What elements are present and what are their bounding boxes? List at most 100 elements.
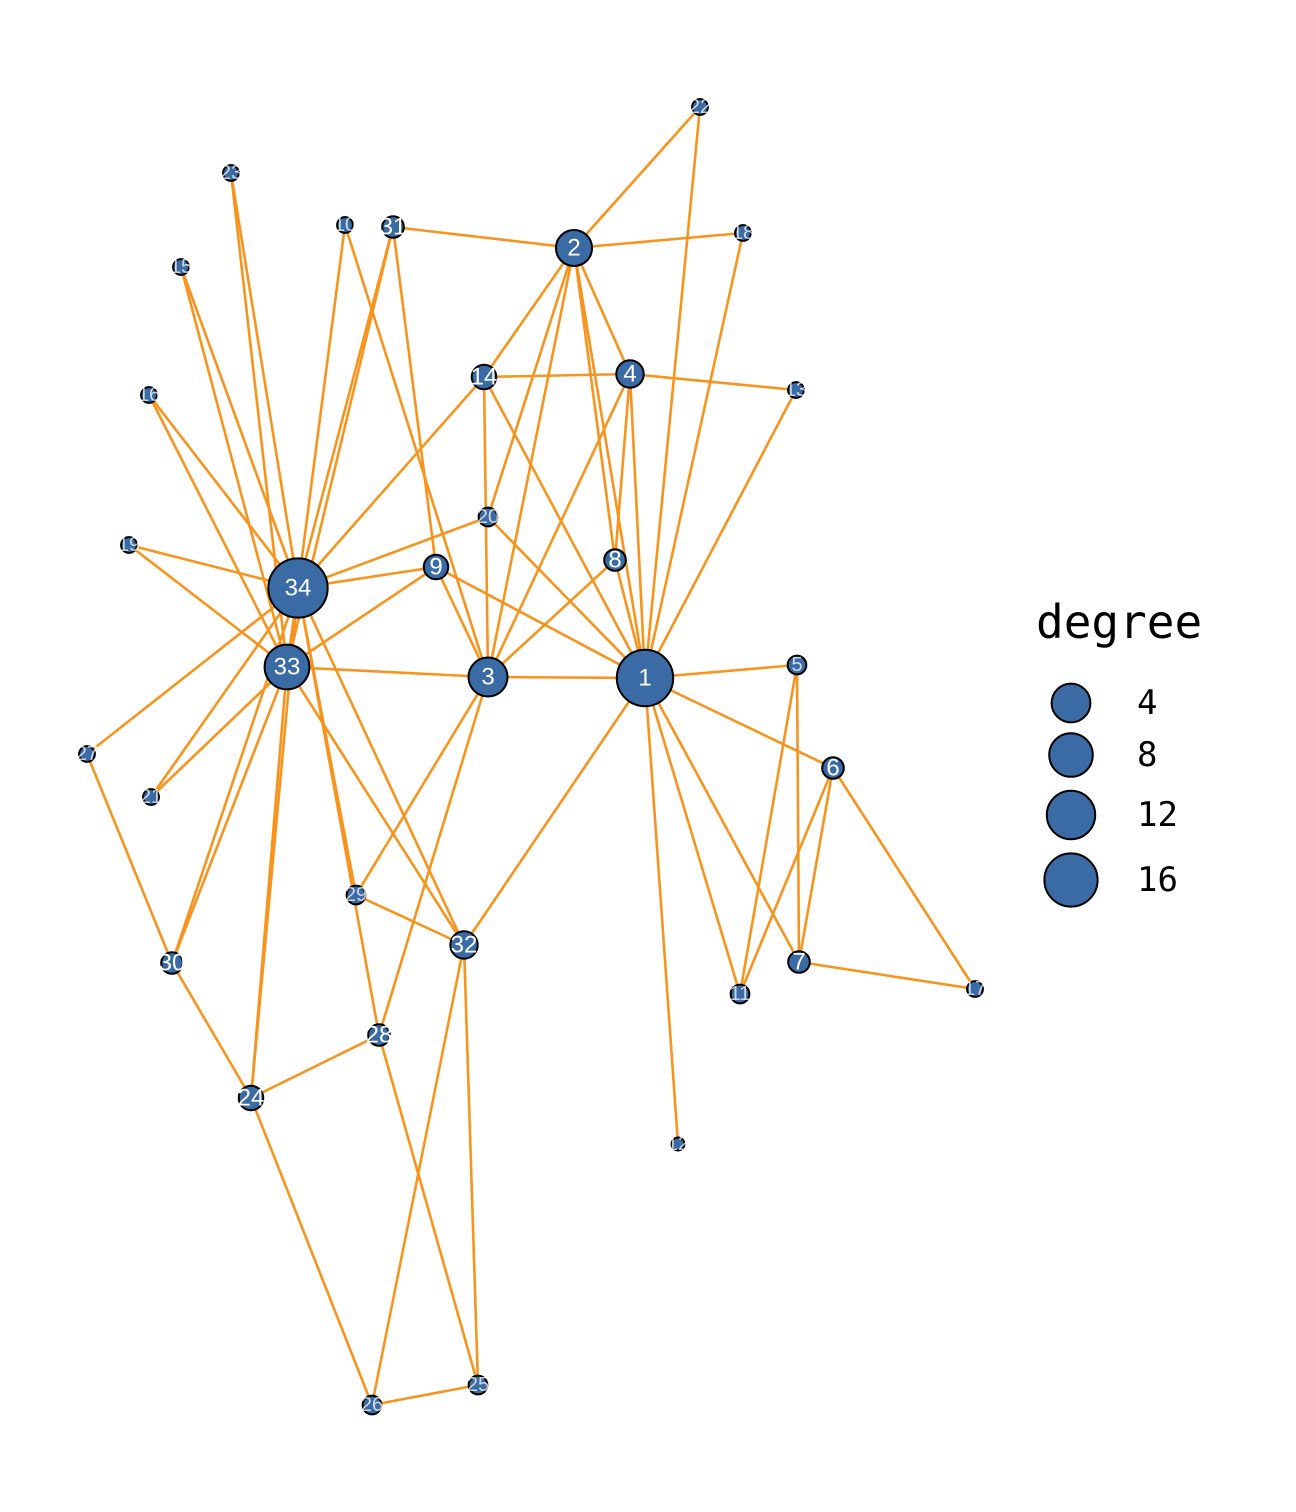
edge-15-34 bbox=[179, 266, 300, 589]
edge-2-18 bbox=[573, 231, 744, 250]
node-circle bbox=[345, 884, 367, 906]
edge-2-14 bbox=[482, 247, 576, 378]
edge-20-34 bbox=[297, 515, 489, 590]
edges-layer bbox=[85, 106, 977, 1407]
legend-symbol bbox=[1048, 732, 1094, 778]
node-label: 33 bbox=[274, 654, 301, 681]
node-27: 27 bbox=[76, 743, 98, 765]
legend-label: 16 bbox=[1137, 860, 1178, 900]
edge-16-33 bbox=[147, 394, 289, 668]
node-25: 25 bbox=[467, 1374, 489, 1396]
edge-2-20 bbox=[486, 247, 576, 518]
node-circle bbox=[449, 930, 479, 960]
edge-26-32 bbox=[370, 944, 466, 1406]
edge-10-34 bbox=[296, 224, 347, 589]
node-circle bbox=[160, 951, 184, 975]
node-26: 26 bbox=[361, 1394, 383, 1416]
edge-21-34 bbox=[149, 587, 300, 798]
node-label: 3 bbox=[481, 664, 494, 691]
edge-2-8 bbox=[572, 247, 617, 561]
legend-label: 12 bbox=[1137, 795, 1178, 835]
node-circle bbox=[670, 1136, 686, 1152]
edge-4-13 bbox=[629, 372, 797, 392]
edge-4-14 bbox=[483, 372, 631, 379]
edge-1-18 bbox=[643, 232, 745, 679]
edge-2-22 bbox=[573, 106, 701, 249]
node-label: 13 bbox=[785, 379, 807, 401]
node-17: 17 bbox=[964, 978, 986, 1000]
node-label: 21 bbox=[140, 786, 162, 808]
node-label: 25 bbox=[467, 1374, 489, 1396]
edge-9-31 bbox=[391, 226, 438, 568]
node-circle bbox=[615, 648, 675, 708]
node-label: 16 bbox=[138, 384, 160, 406]
node-label: 2 bbox=[567, 235, 580, 262]
edge-2-31 bbox=[392, 225, 575, 250]
node-circle bbox=[691, 98, 709, 116]
edge-25-26 bbox=[371, 1383, 479, 1407]
node-29: 29 bbox=[345, 884, 367, 906]
node-circle bbox=[422, 553, 450, 581]
node-20: 20 bbox=[477, 506, 499, 528]
edge-3-28 bbox=[377, 676, 490, 1036]
edge-2-4 bbox=[572, 247, 632, 375]
legend-entry-4: 4 bbox=[1050, 682, 1157, 724]
edge-1-9 bbox=[435, 565, 646, 680]
nodes-layer: 1234567891011121314151617181920212223242… bbox=[76, 96, 986, 1416]
edge-3-8 bbox=[487, 559, 616, 678]
edge-25-32 bbox=[462, 944, 480, 1386]
node-13: 13 bbox=[785, 379, 807, 401]
legend-label: 4 bbox=[1137, 683, 1157, 723]
edge-6-17 bbox=[831, 767, 977, 990]
edge-27-34 bbox=[86, 586, 299, 756]
node-label: 15 bbox=[170, 256, 192, 278]
node-30: 30 bbox=[159, 950, 186, 977]
edge-3-33 bbox=[286, 665, 489, 679]
node-28: 28 bbox=[366, 1022, 393, 1049]
node-circle bbox=[361, 1394, 383, 1416]
node-circle bbox=[222, 164, 240, 182]
edge-9-33 bbox=[286, 565, 437, 669]
node-label: 27 bbox=[76, 743, 98, 765]
node-circle bbox=[172, 258, 190, 276]
node-label: 32 bbox=[451, 932, 478, 959]
edge-27-30 bbox=[85, 753, 174, 964]
node-15: 15 bbox=[170, 256, 192, 278]
edge-15-33 bbox=[179, 266, 289, 668]
node-1: 1 bbox=[615, 648, 675, 708]
node-label: 34 bbox=[285, 575, 312, 602]
edge-23-34 bbox=[229, 172, 300, 589]
node-circle bbox=[336, 216, 354, 234]
node-label: 31 bbox=[380, 214, 407, 241]
legend-label: 8 bbox=[1137, 735, 1157, 775]
node-31: 31 bbox=[380, 214, 407, 241]
node-label: 9 bbox=[429, 554, 442, 581]
legend-entry-8: 8 bbox=[1048, 732, 1157, 778]
node-circle bbox=[120, 536, 138, 554]
node-circle bbox=[554, 228, 594, 268]
node-circle bbox=[787, 950, 811, 974]
edge-5-11 bbox=[738, 664, 799, 995]
edge-24-26 bbox=[249, 1097, 374, 1406]
node-circle bbox=[267, 557, 329, 619]
node-label: 28 bbox=[366, 1022, 393, 1049]
legend-symbol bbox=[1050, 682, 1092, 724]
edge-5-7 bbox=[795, 664, 801, 963]
edge-31-34 bbox=[296, 226, 395, 589]
node-21: 21 bbox=[140, 786, 162, 808]
node-4: 4 bbox=[615, 359, 645, 389]
node-circle bbox=[615, 359, 645, 389]
node-18: 18 bbox=[732, 222, 754, 244]
node-circle bbox=[142, 788, 160, 806]
node-label: 4 bbox=[623, 361, 636, 388]
node-circle bbox=[734, 224, 752, 242]
edge-1-14 bbox=[482, 376, 647, 679]
node-22: 22 bbox=[689, 96, 711, 118]
node-8: 8 bbox=[603, 547, 627, 574]
node-label: 6 bbox=[826, 755, 839, 782]
node-circle bbox=[467, 656, 509, 698]
edge-1-13 bbox=[643, 389, 798, 679]
node-circle bbox=[966, 980, 984, 998]
edge-4-8 bbox=[613, 373, 632, 561]
